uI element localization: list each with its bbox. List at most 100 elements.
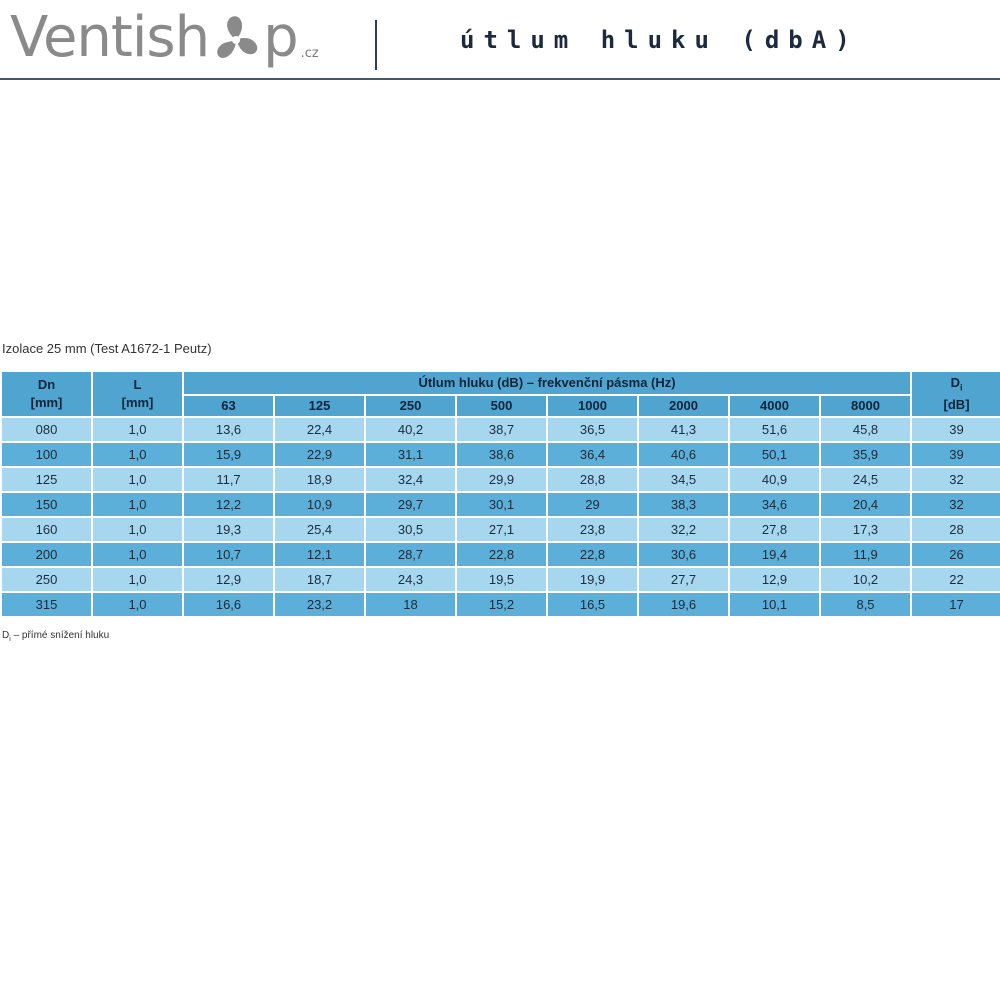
logo-text-end: p [263, 5, 299, 70]
table-cell: 32,4 [366, 468, 455, 491]
table-cell: 25,4 [275, 518, 364, 541]
table-cell: 27,1 [457, 518, 546, 541]
table-cell: 200 [2, 543, 91, 566]
table-caption: Izolace 25 mm (Test A1672-1 Peutz) [2, 341, 212, 356]
col-header-hz-250: 250 [366, 396, 455, 416]
table-cell: 12,9 [184, 568, 273, 591]
noise-attenuation-table: Dn [mm] L [mm] Útlum hluku (dB) – frekve… [0, 370, 1000, 618]
col-header-hz-8000: 8000 [821, 396, 911, 416]
table-cell: 26 [912, 543, 1000, 566]
table-cell: 34,5 [639, 468, 728, 491]
table-cell: 38,3 [639, 493, 728, 516]
table-cell: 29 [548, 493, 637, 516]
table-cell: 41,3 [639, 418, 728, 441]
table-cell: 1,0 [93, 568, 182, 591]
table-cell: 15,2 [457, 593, 546, 616]
table-cell: 160 [2, 518, 91, 541]
table-cell: 22,8 [548, 543, 637, 566]
footnote: Di – přímé snížení hluku [2, 630, 109, 643]
table-cell: 40,9 [730, 468, 819, 491]
table-cell: 30,5 [366, 518, 455, 541]
col-header-l-label: L [133, 377, 142, 392]
table-cell: 10,9 [275, 493, 364, 516]
table-cell: 10,1 [730, 593, 819, 616]
table-cell: 22,9 [275, 443, 364, 466]
table-cell: 28 [912, 518, 1000, 541]
table-cell: 1,0 [93, 468, 182, 491]
table-cell: 1,0 [93, 543, 182, 566]
table-cell: 315 [2, 593, 91, 616]
table-cell: 1,0 [93, 493, 182, 516]
table-cell: 10,7 [184, 543, 273, 566]
table-cell: 28,8 [548, 468, 637, 491]
table-cell: 24,5 [821, 468, 911, 491]
table-cell: 29,7 [366, 493, 455, 516]
table-cell: 19,6 [639, 593, 728, 616]
table-cell: 22 [912, 568, 1000, 591]
logo-text: Ventish [10, 5, 210, 70]
table-cell: 31,1 [366, 443, 455, 466]
table-cell: 32,2 [639, 518, 728, 541]
table-cell: 34,6 [730, 493, 819, 516]
table-cell: 18,9 [275, 468, 364, 491]
table-cell: 16,5 [548, 593, 637, 616]
ventishop-logo[interactable]: Ventish p .cz [10, 2, 319, 74]
col-header-hz-500: 500 [457, 396, 546, 416]
table-cell: 10,2 [821, 568, 911, 591]
frequency-header-row: 63 125 250 500 1000 2000 4000 8000 [2, 396, 1000, 416]
table-cell: 32 [912, 468, 1000, 491]
table-row: 315 1,0 16,6 23,2 18 15,2 16,5 19,6 10,1 8,5 17 [2, 593, 1000, 616]
table-cell: 13,6 [184, 418, 273, 441]
table-cell: 38,6 [457, 443, 546, 466]
table-cell: 19,5 [457, 568, 546, 591]
table-cell: 1,0 [93, 418, 182, 441]
table-cell: 29,9 [457, 468, 546, 491]
col-header-di-label: D [950, 374, 960, 390]
table-cell: 30,1 [457, 493, 546, 516]
table-cell: 36,4 [548, 443, 637, 466]
header: Ventish p .cz útlum hluku (dbA) [0, 0, 1000, 80]
table-cell: 32 [912, 493, 1000, 516]
table-cell: 28,7 [366, 543, 455, 566]
footnote-sub: i [9, 636, 11, 643]
table-cell: 8,5 [821, 593, 911, 616]
table-cell: 1,0 [93, 518, 182, 541]
table-cell: 250 [2, 568, 91, 591]
table-cell: 19,4 [730, 543, 819, 566]
table-cell: 39 [912, 418, 1000, 441]
col-header-dn-unit: [mm] [30, 395, 63, 410]
fan-icon [210, 14, 262, 66]
footnote-symbol: D [2, 630, 10, 641]
table-cell: 39 [912, 443, 1000, 466]
col-header-hz-2000: 2000 [639, 396, 728, 416]
table-cell: 27,7 [639, 568, 728, 591]
table-cell: 36,5 [548, 418, 637, 441]
table-row: 125 1,0 11,7 18,9 32,4 29,9 28,8 34,5 40,9 24,5 32 [2, 468, 1000, 491]
logo-tld: .cz [300, 46, 319, 61]
table-cell: 12,2 [184, 493, 273, 516]
table-cell: 11,7 [184, 468, 273, 491]
table-cell: 40,6 [639, 443, 728, 466]
table-cell: 150 [2, 493, 91, 516]
table-cell: 19,3 [184, 518, 273, 541]
table-cell: 19,9 [548, 568, 637, 591]
col-header-hz-1000: 1000 [548, 396, 637, 416]
table-cell: 16,6 [184, 593, 273, 616]
table-cell: 125 [2, 468, 91, 491]
table-row: 080 1,0 13,6 22,4 40,2 38,7 36,5 41,3 51,6 45,8 39 [2, 418, 1000, 441]
table-cell: 27,8 [730, 518, 819, 541]
header-divider [375, 20, 377, 70]
col-header-hz-4000: 4000 [730, 396, 819, 416]
table-cell: 23,2 [275, 593, 364, 616]
table-cell: 18,7 [275, 568, 364, 591]
col-header-di: Di [dB] [912, 372, 1000, 416]
table-cell: 24,3 [366, 568, 455, 591]
col-header-hz-63: 63 [184, 396, 273, 416]
col-header-di-sub: i [959, 382, 963, 393]
col-group-header: Útlum hluku (dB) – frekvenční pásma (Hz) [184, 372, 911, 394]
table-cell: 080 [2, 418, 91, 441]
table-cell: 15,9 [184, 443, 273, 466]
table-cell: 51,6 [730, 418, 819, 441]
table-cell: 11,9 [821, 543, 911, 566]
table-row: 200 1,0 10,7 12,1 28,7 22,8 22,8 30,6 19,4 11,9 26 [2, 543, 1000, 566]
